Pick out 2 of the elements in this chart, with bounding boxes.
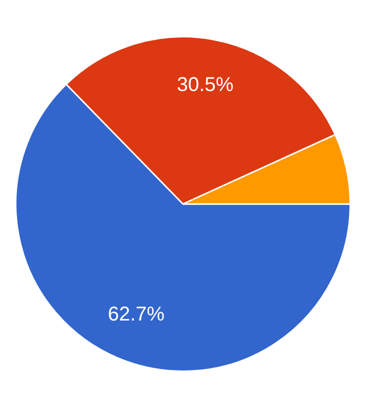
data-label: 62.7% xyxy=(108,303,165,326)
data-label: 30.5% xyxy=(176,74,234,96)
